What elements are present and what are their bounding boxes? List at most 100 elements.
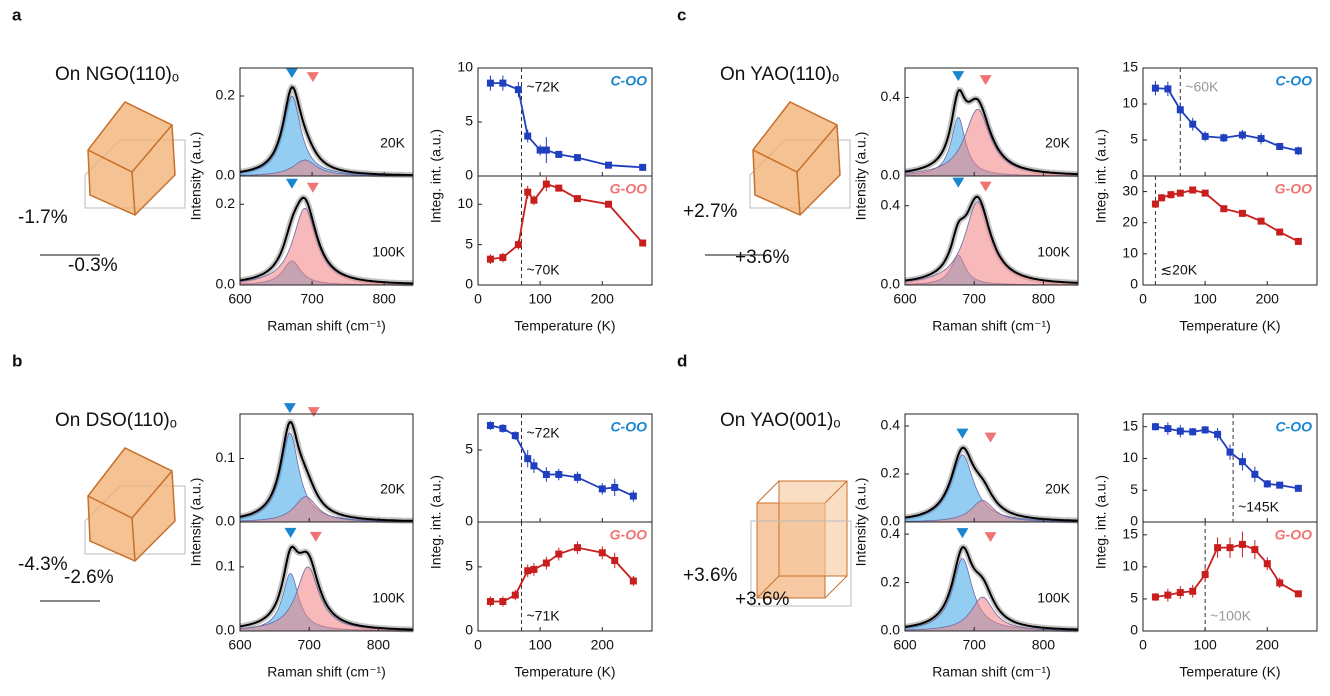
data-point [514, 241, 522, 249]
substrate-title: On YAO(001)ₒ [720, 410, 841, 431]
axis-label: Intensity (a.u.) [853, 132, 869, 221]
x-tick-label: 200 [1256, 291, 1280, 307]
y-tick-label: 0.2 [216, 87, 236, 103]
y-tick-label: 0.4 [881, 417, 901, 433]
y-tick-label: 5 [465, 235, 473, 251]
x-tick-label: 600 [893, 291, 917, 307]
data-point [1257, 135, 1265, 143]
cube-edge [752, 149, 798, 173]
cube-edge [796, 124, 838, 173]
x-tick-label: 800 [367, 637, 391, 653]
cube-body [87, 101, 176, 216]
data-point [1294, 237, 1302, 245]
x-tick-label: 100 [528, 637, 552, 653]
data-point [499, 79, 507, 87]
transition-label: ~72K [527, 425, 561, 441]
data-point [499, 598, 507, 606]
y-tick-label: 5 [1130, 590, 1138, 606]
data-point [555, 470, 563, 478]
x-tick-label: 100 [528, 291, 552, 307]
panel-label: a [12, 5, 22, 24]
y-tick-label: 0.0 [216, 622, 236, 638]
cube-edge [824, 480, 848, 504]
data-point [542, 180, 550, 188]
data-point [1151, 593, 1159, 601]
data-point [1176, 589, 1184, 597]
order-label: G-OO [1275, 181, 1312, 197]
data-point [1294, 590, 1302, 598]
data-point [530, 565, 538, 573]
peak-marker [984, 532, 997, 543]
fit-total [904, 195, 1079, 284]
peak-marker [952, 177, 965, 188]
y-tick-label: 5 [465, 441, 473, 457]
order-label: C-OO [1275, 419, 1312, 435]
x-tick-label: 600 [893, 637, 917, 653]
panel-label: c [677, 5, 686, 24]
y-tick-label: 10 [1122, 558, 1138, 574]
y-tick-label: 0 [1130, 167, 1138, 183]
transition-label: ~145K [1238, 499, 1280, 515]
data-point [1176, 106, 1184, 114]
plot-frame [1142, 521, 1318, 632]
peak-marker [284, 527, 297, 538]
temperature-label: 20K [380, 481, 406, 497]
strain-label: +2.7% [683, 201, 738, 222]
strain-label: -4.3% [18, 554, 68, 575]
axis-label: Raman shift (cm⁻¹) [267, 318, 386, 334]
data-point [524, 188, 532, 196]
y-tick-label: 15 [1122, 417, 1138, 433]
cube-edge [824, 575, 848, 599]
transition-label: ~100K [1210, 608, 1252, 624]
y-tick-label: 20 [1122, 213, 1138, 229]
crystal-illustration [40, 101, 186, 256]
peak-marker [306, 182, 319, 193]
order-label: G-OO [1275, 527, 1312, 543]
y-tick-label: 0.2 [216, 195, 236, 211]
data-point [1257, 217, 1265, 225]
data-point [1176, 189, 1184, 197]
temperature-label: 20K [380, 135, 406, 151]
plot-frame [1142, 175, 1318, 286]
crystal-illustration [40, 447, 186, 602]
data-point [1189, 428, 1197, 436]
data-point [1276, 228, 1284, 236]
data-point [573, 195, 581, 203]
data-point [530, 462, 538, 470]
order-label: C-OO [1275, 73, 1312, 89]
data-point [1167, 191, 1175, 199]
data-point [1238, 540, 1246, 548]
cube-edge [131, 517, 136, 562]
y-tick-label: 0 [465, 276, 473, 292]
data-point [486, 255, 494, 263]
plot-frame [904, 175, 1079, 286]
data-point [605, 200, 612, 208]
data-point [1238, 458, 1246, 466]
y-tick-label: 30 [1122, 182, 1138, 198]
y-tick-label: 0 [1130, 622, 1138, 638]
data-point [524, 132, 532, 140]
data-point [629, 577, 637, 585]
x-tick-label: 700 [963, 637, 987, 653]
x-tick-label: 800 [1032, 291, 1056, 307]
strain-label: +3.6% [683, 565, 738, 586]
data-point [573, 473, 581, 481]
plot-frame [904, 521, 1079, 632]
x-tick-label: 700 [298, 637, 322, 653]
y-tick-label: 0.4 [881, 196, 901, 212]
y-tick-label: 0 [465, 513, 473, 529]
axis-label: Integ. int. (a.u.) [428, 129, 444, 223]
axis-label: Raman shift (cm⁻¹) [932, 664, 1051, 680]
data-point [524, 455, 532, 463]
y-tick-label: 15 [1122, 526, 1138, 542]
cube-edge [131, 124, 173, 173]
data-point [499, 254, 507, 262]
data-point [639, 163, 647, 171]
data-point [573, 544, 581, 552]
data-point [1214, 430, 1222, 438]
cube-edge [796, 171, 801, 216]
temperature-label: 100K [1037, 590, 1070, 606]
axis-label: Integ. int. (a.u.) [428, 475, 444, 569]
data-point [1226, 544, 1234, 552]
x-tick-label: 0 [1139, 291, 1147, 307]
